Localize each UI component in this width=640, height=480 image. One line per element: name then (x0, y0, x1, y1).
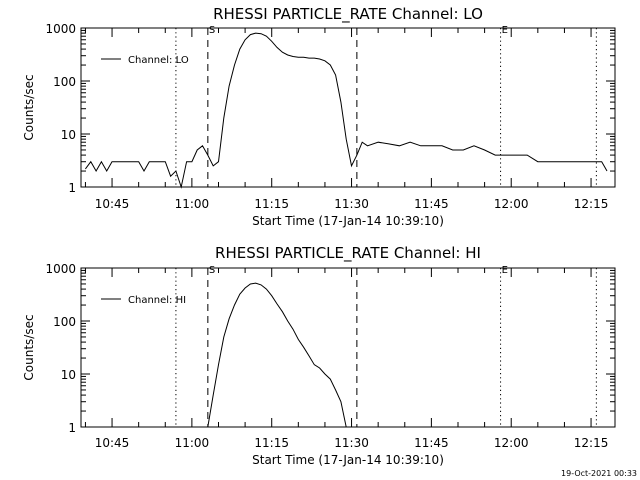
x-tick-label: 11:45 (414, 197, 449, 211)
series-line (207, 282, 347, 428)
series-line (85, 32, 608, 189)
y-tick-label: 10 (61, 128, 76, 142)
x-tick-label: 11:00 (175, 436, 210, 450)
y-tick-label: 1 (68, 181, 76, 195)
y-tick-label: 1000 (45, 22, 76, 36)
x-tick-label: 12:00 (494, 197, 529, 211)
x-tick-label: 11:15 (254, 436, 289, 450)
y-tick-label: 1000 (45, 262, 76, 276)
x-tick-label: 11:30 (334, 197, 369, 211)
plot-frame (80, 267, 616, 428)
x-axis-label: Start Time (17-Jan-14 10:39:10) (252, 453, 444, 467)
chart-title: RHESSI PARTICLE_RATE Channel: LO (213, 5, 483, 24)
x-tick-label: 12:15 (574, 436, 609, 450)
x-tick-label: 11:00 (175, 197, 210, 211)
y-axis-label: Counts/sec (22, 74, 36, 140)
y-tick-label: 100 (53, 315, 76, 329)
y-tick-label: 10 (61, 368, 76, 382)
x-tick-label: 12:00 (494, 436, 529, 450)
plot-frame (80, 27, 616, 188)
x-tick-label: 10:45 (95, 436, 130, 450)
x-tick-label: 11:45 (414, 436, 449, 450)
x-tick-label: 12:15 (574, 197, 609, 211)
chart-panel-hi: RHESSI PARTICLE_RATE Channel: HIS E 1 10 100… (22, 244, 616, 467)
x-tick-label: 10:45 (95, 197, 130, 211)
marker-label: E (502, 25, 508, 36)
y-tick-label: 1 (68, 421, 76, 435)
x-tick-label: 11:15 (254, 197, 289, 211)
x-tick-label: 11:30 (334, 436, 369, 450)
date-stamp: 19-Oct-2021 00:33 (561, 469, 637, 478)
chart-panel-lo: RHESSI PARTICLE_RATE Channel: LOS E 1 10 100… (22, 5, 616, 228)
chart-title: RHESSI PARTICLE_RATE Channel: HI (215, 244, 481, 263)
marker-label: S (209, 265, 215, 276)
marker-label: S (209, 25, 215, 36)
legend-label: Channel: LO (128, 55, 189, 66)
legend-label: Channel: HI (128, 295, 186, 306)
y-axis-label: Counts/sec (22, 314, 36, 380)
x-axis-label: Start Time (17-Jan-14 10:39:10) (252, 214, 444, 228)
y-tick-label: 100 (53, 75, 76, 89)
marker-label: E (502, 265, 508, 276)
